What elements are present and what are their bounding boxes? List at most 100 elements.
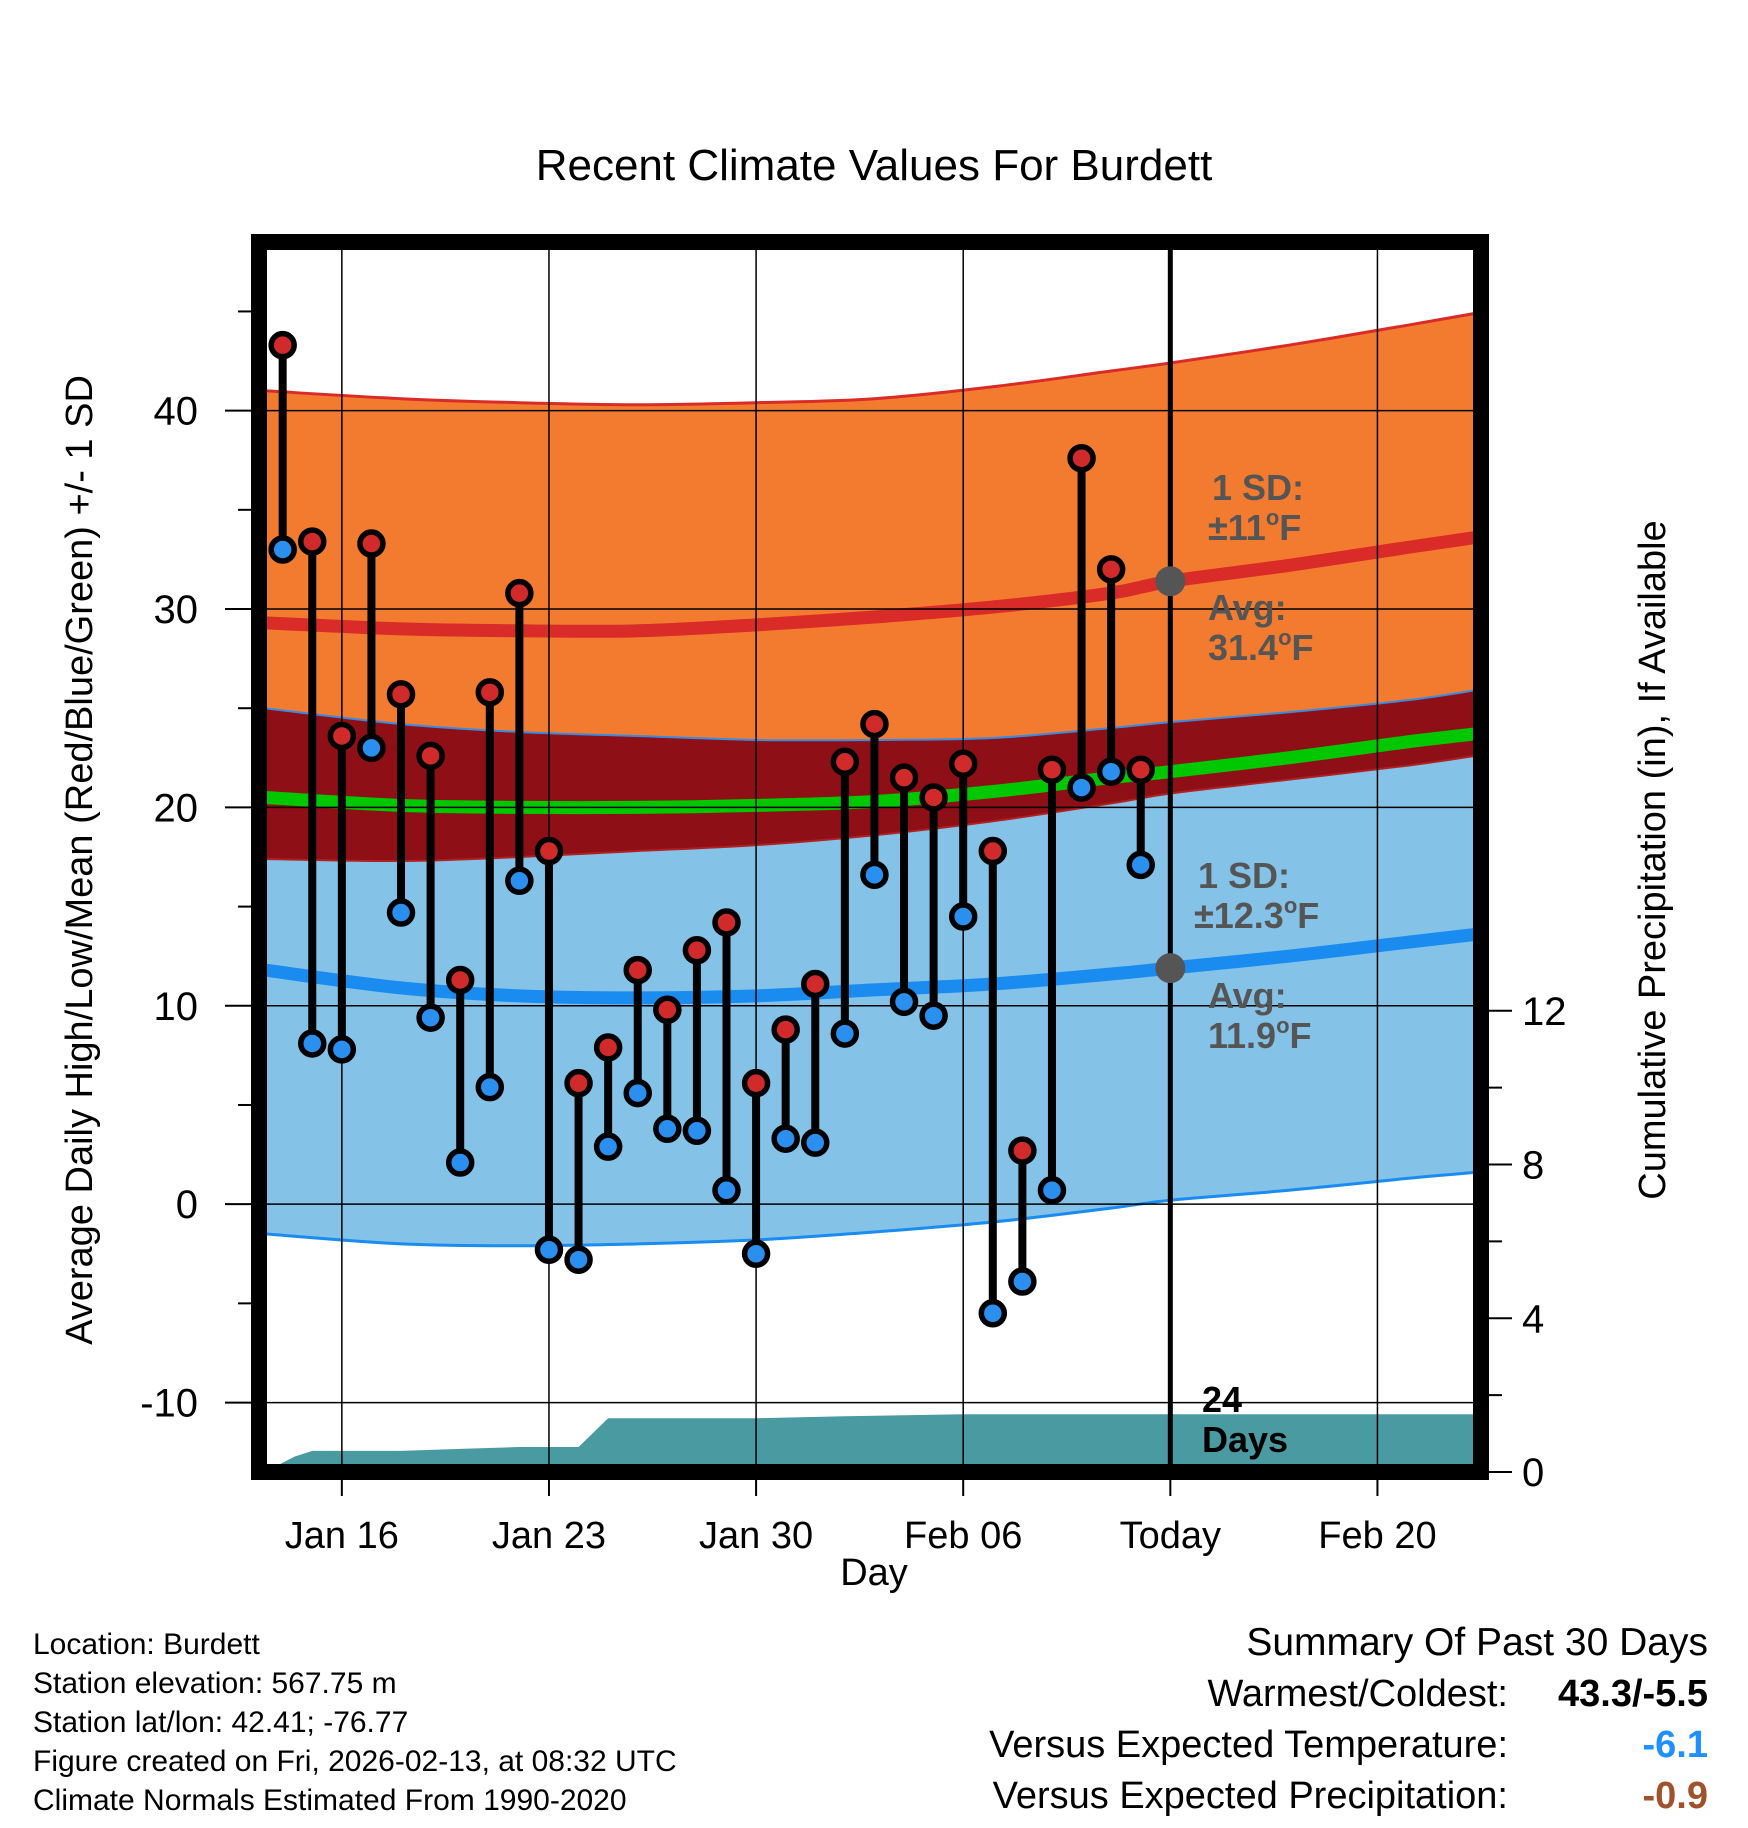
- low-sd-label: 1 SD:: [1198, 855, 1290, 896]
- x-tick-label: Jan 30: [699, 1515, 813, 1557]
- low-point: [386, 898, 416, 927]
- days-label: Days: [1202, 1419, 1288, 1460]
- high-point: [564, 1068, 593, 1098]
- normals-text: Climate Normals Estimated From 1990-2020: [33, 1784, 627, 1817]
- x-axis-title: Day: [840, 1552, 908, 1594]
- x-tick-label: Feb 06: [904, 1515, 1022, 1557]
- low-point: [830, 1019, 860, 1048]
- x-tick-label: Today: [1120, 1515, 1221, 1557]
- low-point: [741, 1239, 771, 1269]
- temp-anomaly-label: Versus Expected Temperature:: [989, 1724, 1508, 1766]
- low-point: [534, 1235, 564, 1265]
- y-tick-label: -10: [140, 1382, 198, 1426]
- low-point: [712, 1176, 741, 1205]
- low-point: [948, 902, 978, 931]
- low-point: [298, 1029, 327, 1058]
- low-minus-sd-edge: [265, 1170, 1475, 1248]
- station-info: Location: Burdett Station elevation: 567…: [33, 1625, 677, 1820]
- cumulative-precip-area: [276, 1414, 1475, 1466]
- summary-panel: Summary Of Past 30 Days Warmest/Coldest:…: [989, 1617, 1708, 1822]
- x-axis: Jan 16 Jan 23 Jan 30 Feb 06 Today Feb 20: [285, 1480, 1437, 1557]
- high-avg-label: Avg:: [1208, 587, 1287, 628]
- latlon-text: Station lat/lon: 42.41; -76.77: [33, 1706, 409, 1739]
- low-point: [505, 866, 534, 896]
- high-point: [623, 955, 652, 985]
- high-point: [919, 783, 948, 812]
- precip-anomaly-value: -0.9: [1642, 1775, 1708, 1817]
- high-point: [1008, 1136, 1037, 1165]
- chart-annotations: 1 SD: ±11oF Avg: 31.4oF 1 SD: ±12.3oF Av…: [1155, 467, 1319, 1460]
- summary-warmest-row: Warmest/Coldest: 43.3/-5.5: [989, 1669, 1708, 1720]
- y2-tick-label: 12: [1522, 990, 1567, 1034]
- low-point: [327, 1035, 357, 1064]
- low-point: [1008, 1267, 1037, 1296]
- low-avg-dot: [1155, 953, 1186, 984]
- plot-frame: [251, 234, 1489, 1480]
- high-point: [327, 721, 357, 751]
- precip-anomaly-label: Versus Expected Precipitation:: [992, 1775, 1508, 1817]
- y-axis-right: 0 4 8 12: [1489, 990, 1567, 1495]
- low-point: [416, 1003, 445, 1032]
- low-point: [445, 1148, 475, 1177]
- low-point: [771, 1124, 800, 1153]
- high-point: [534, 836, 564, 866]
- x-tick-label: Jan 16: [285, 1515, 399, 1557]
- y-tick-label: 30: [154, 588, 199, 632]
- location-text: Location: Burdett: [33, 1628, 260, 1661]
- high-point: [801, 969, 830, 999]
- y-axis-title: Average Daily High/Low/Mean (Red/Blue/Gr…: [59, 375, 101, 1345]
- low-point: [682, 1116, 712, 1146]
- created-text: Figure created on Fri, 2026-02-13, at 08…: [33, 1745, 677, 1778]
- daily-observations: [268, 330, 1155, 1328]
- summary-precip-row: Versus Expected Precipitation: -0.9: [989, 1771, 1708, 1822]
- high-point: [860, 709, 889, 739]
- x-tick-label: Feb 20: [1318, 1515, 1436, 1557]
- high-point: [1096, 555, 1126, 584]
- low-point: [919, 1001, 948, 1030]
- low-point: [268, 535, 297, 564]
- elevation-text: Station elevation: 567.75 m: [33, 1667, 397, 1700]
- x-tick-label: Jan 23: [492, 1515, 606, 1557]
- high-point: [593, 1033, 623, 1062]
- low-sd-value: ±12.3oF: [1194, 893, 1319, 936]
- low-point: [860, 860, 889, 890]
- high-sd-label: 1 SD:: [1212, 467, 1304, 508]
- high-point: [653, 995, 682, 1025]
- low-point: [801, 1128, 830, 1157]
- days-count: 24: [1202, 1379, 1242, 1420]
- high-point: [682, 935, 712, 965]
- low-point: [653, 1114, 682, 1144]
- low-point: [475, 1072, 505, 1102]
- low-point: [623, 1078, 652, 1108]
- low-point: [357, 733, 386, 763]
- high-point: [1126, 755, 1155, 784]
- low-point: [593, 1132, 623, 1161]
- high-point: [830, 747, 860, 777]
- y-axis-left: -10 0 10 20 30 40: [140, 310, 251, 1426]
- warmest-label: Warmest/Coldest:: [1207, 1673, 1508, 1715]
- low-avg-label: Avg:: [1208, 975, 1287, 1016]
- low-avg-value: 11.9oF: [1208, 1013, 1312, 1056]
- high-point: [1067, 443, 1096, 473]
- y2-tick-label: 4: [1522, 1297, 1544, 1341]
- temp-anomaly-value: -6.1: [1642, 1724, 1708, 1766]
- summary-title: Summary Of Past 30 Days: [1246, 1621, 1708, 1664]
- y2-tick-label: 8: [1522, 1144, 1544, 1188]
- high-plus-sd-edge: [265, 311, 1475, 407]
- high-point: [357, 529, 386, 558]
- high-point: [978, 836, 1008, 866]
- low-point: [978, 1299, 1008, 1328]
- y-tick-label: 10: [154, 985, 199, 1029]
- high-point: [445, 965, 475, 995]
- summary-temp-row: Versus Expected Temperature: -6.1: [989, 1720, 1708, 1771]
- y2-tick-label: 0: [1522, 1451, 1544, 1495]
- y-tick-label: 40: [154, 390, 199, 434]
- high-point: [948, 749, 978, 779]
- y-tick-label: 0: [176, 1183, 198, 1227]
- low-point: [1037, 1176, 1067, 1205]
- high-avg-value: 31.4oF: [1208, 625, 1314, 668]
- high-point: [741, 1068, 771, 1098]
- high-point: [1037, 755, 1067, 784]
- high-point: [771, 1015, 800, 1044]
- climate-chart: Recent Climate Values For Burdett 1 SD: …: [59, 141, 1674, 1594]
